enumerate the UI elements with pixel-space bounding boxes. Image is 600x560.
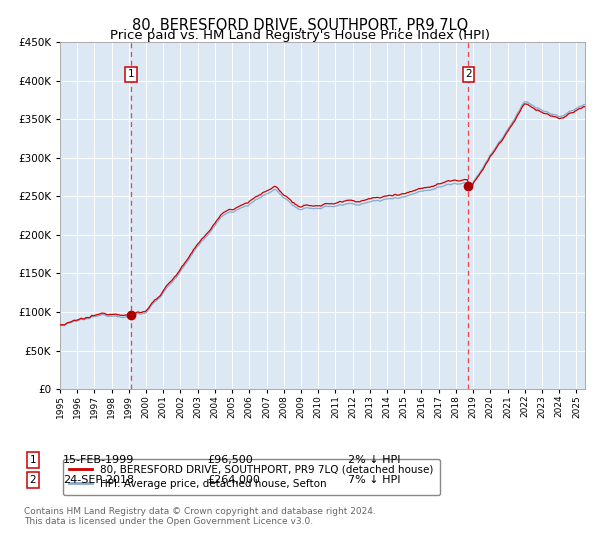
- Text: 80, BERESFORD DRIVE, SOUTHPORT, PR9 7LQ: 80, BERESFORD DRIVE, SOUTHPORT, PR9 7LQ: [132, 18, 468, 33]
- Text: 2: 2: [29, 475, 37, 485]
- Text: Contains HM Land Registry data © Crown copyright and database right 2024.
This d: Contains HM Land Registry data © Crown c…: [24, 507, 376, 526]
- Text: £96,500: £96,500: [207, 455, 253, 465]
- Text: £264,000: £264,000: [207, 475, 260, 485]
- Text: 1: 1: [29, 455, 37, 465]
- Text: 24-SEP-2018: 24-SEP-2018: [63, 475, 134, 485]
- Text: 1: 1: [128, 69, 134, 80]
- Legend: 80, BERESFORD DRIVE, SOUTHPORT, PR9 7LQ (detached house), HPI: Average price, de: 80, BERESFORD DRIVE, SOUTHPORT, PR9 7LQ …: [62, 459, 440, 495]
- Text: 2% ↓ HPI: 2% ↓ HPI: [348, 455, 401, 465]
- Text: Price paid vs. HM Land Registry's House Price Index (HPI): Price paid vs. HM Land Registry's House …: [110, 29, 490, 42]
- Text: 15-FEB-1999: 15-FEB-1999: [63, 455, 134, 465]
- Text: 2: 2: [465, 69, 472, 80]
- Text: 7% ↓ HPI: 7% ↓ HPI: [348, 475, 401, 485]
